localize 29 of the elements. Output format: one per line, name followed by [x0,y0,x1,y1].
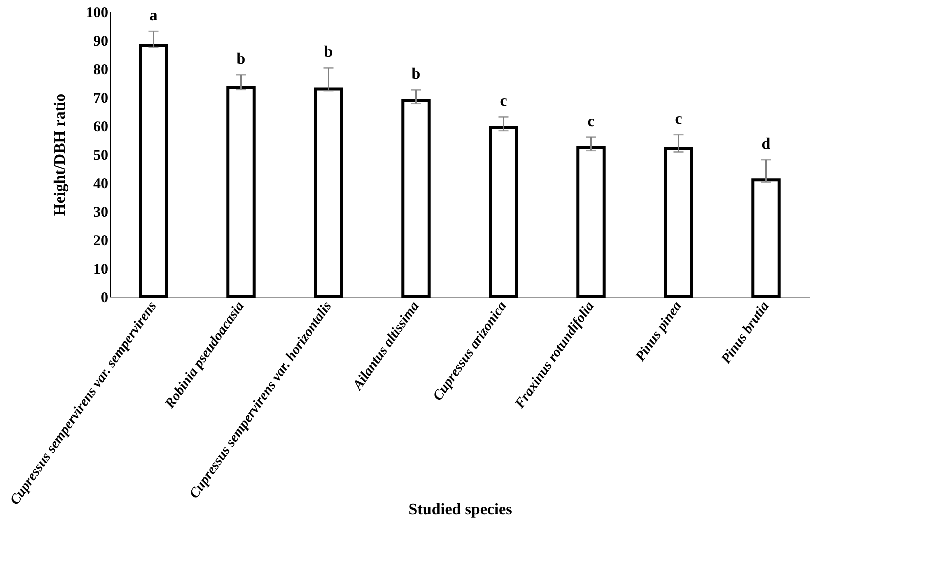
annotation: c [588,113,595,130]
y-tick-label: 30 [94,205,108,221]
annotation: b [412,66,421,84]
y-tick-label: 80 [94,62,108,78]
x-axis-title: Studied species [408,502,512,518]
annotation: c [500,93,508,110]
bar [664,147,694,298]
y-tick-label: 40 [94,176,108,192]
bar [489,126,518,298]
bar [576,146,606,298]
annotation: d [762,136,771,153]
y-tick-label: 0 [101,290,108,306]
y-tick-label: 20 [94,234,108,250]
y-tick-label: 60 [94,120,108,136]
annotation: c [675,110,682,128]
bar [314,88,344,298]
bar [752,178,781,298]
y-tick-label: 90 [94,34,108,50]
annotation: b [324,44,334,62]
y-tick-label: 70 [94,91,108,107]
bar [402,99,431,298]
y-tick-label: 100 [86,6,108,22]
y-axis-title: Height/DBH ratio [52,94,69,216]
bar [226,86,256,298]
annotation: a [150,8,158,25]
annotation: b [236,50,246,68]
y-tick-label: 50 [94,148,108,164]
bar [139,44,168,298]
y-tick-label: 10 [94,262,108,278]
